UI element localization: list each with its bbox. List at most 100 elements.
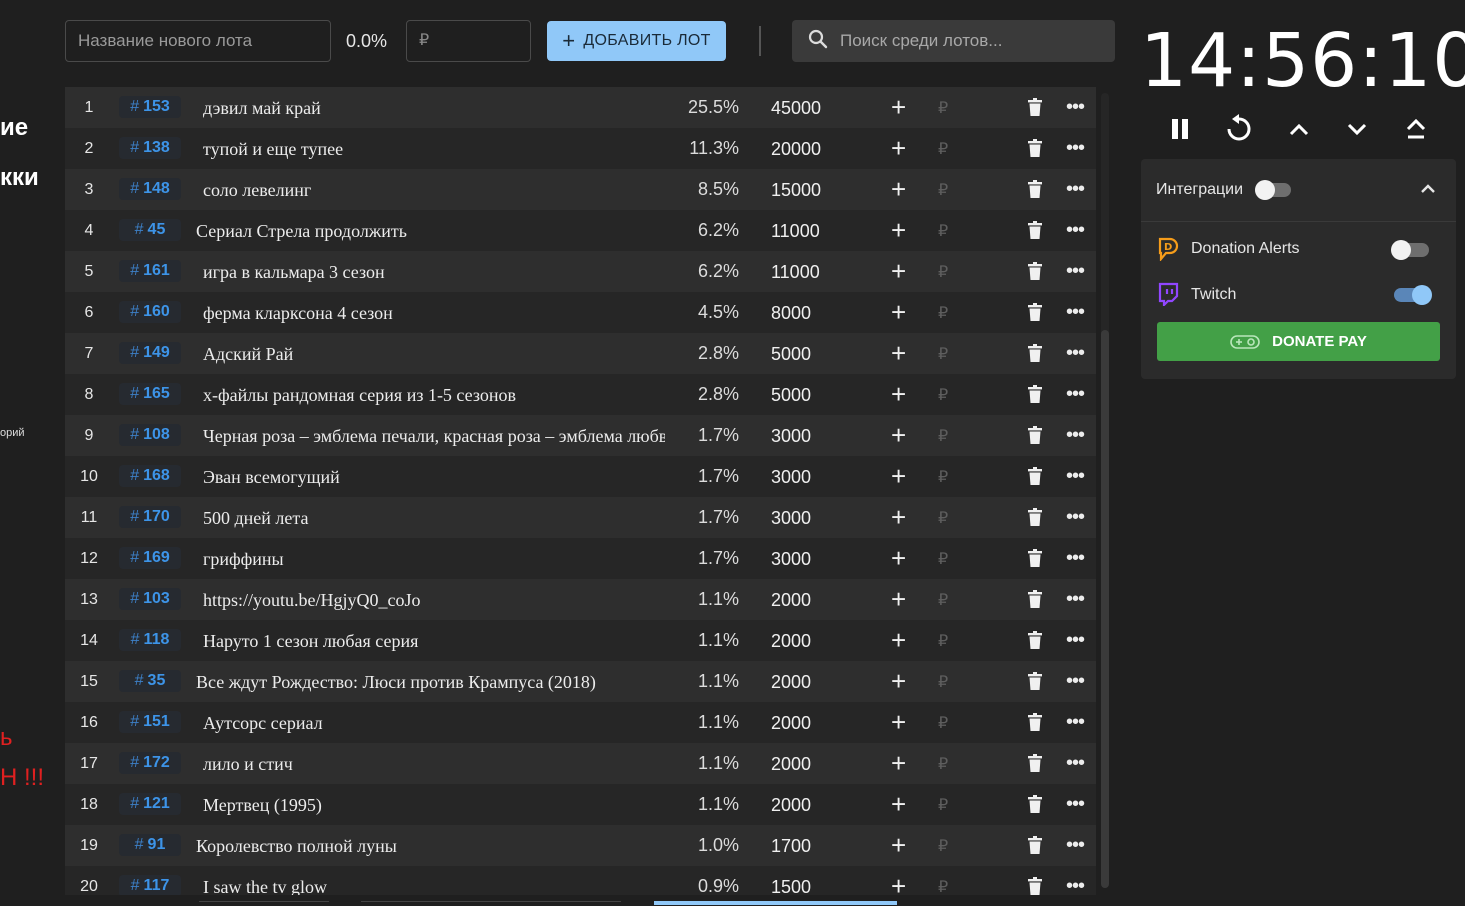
lot-name[interactable]: лило и стич (203, 754, 293, 774)
lot-id-badge[interactable]: #121 (119, 793, 181, 815)
amount-add-input[interactable]: ₽ (938, 100, 949, 117)
lot-amount[interactable]: 3000 (771, 426, 812, 446)
lot-amount[interactable]: 2000 (771, 672, 812, 692)
more-options-icon[interactable]: ••• (1066, 342, 1085, 364)
amount-add-input[interactable]: ₽ (938, 264, 949, 281)
more-options-icon[interactable]: ••• (1066, 96, 1085, 118)
more-options-icon[interactable]: ••• (1066, 465, 1085, 487)
add-amount-button[interactable]: + (891, 789, 907, 819)
lot-id-badge[interactable]: #169 (119, 547, 181, 569)
lot-id-badge[interactable]: #35 (119, 670, 181, 692)
lot-name[interactable]: соло левелинг (203, 180, 312, 200)
lot-name[interactable]: I saw the tv glow (203, 877, 327, 895)
add-amount-button[interactable]: + (891, 133, 907, 163)
trash-icon[interactable] (1028, 303, 1042, 326)
add-amount-button[interactable]: + (891, 584, 907, 614)
add-amount-button[interactable]: + (891, 707, 907, 737)
more-options-icon[interactable]: ••• (1066, 547, 1085, 569)
lot-name[interactable]: игра в кальмара 3 сезон (203, 262, 385, 282)
trash-icon[interactable] (1028, 508, 1042, 531)
lot-id-badge[interactable]: #170 (119, 506, 181, 528)
lot-name[interactable]: х-файлы рандомная серия из 1-5 сезонов (203, 385, 516, 405)
more-options-icon[interactable]: ••• (1066, 219, 1085, 241)
collapse-chevron-icon[interactable] (1420, 183, 1436, 195)
twitch-toggle[interactable] (1394, 285, 1432, 305)
lot-id-badge[interactable]: #168 (119, 465, 181, 487)
more-options-icon[interactable]: ••• (1066, 875, 1085, 895)
lot-name[interactable]: Аутсорс сериал (203, 713, 323, 733)
amount-add-input[interactable]: ₽ (938, 182, 949, 199)
trash-icon[interactable] (1028, 98, 1042, 121)
lot-id-badge[interactable]: #148 (119, 178, 181, 200)
lot-amount[interactable]: 45000 (771, 98, 822, 118)
more-options-icon[interactable]: ••• (1066, 383, 1085, 405)
lot-amount[interactable]: 5000 (771, 385, 812, 405)
lot-name[interactable]: Эван всемогущий (203, 467, 340, 487)
trash-icon[interactable] (1028, 426, 1042, 449)
trash-icon[interactable] (1028, 836, 1042, 859)
lot-amount[interactable]: 3000 (771, 508, 812, 528)
lot-id-badge[interactable]: #151 (119, 711, 181, 733)
lot-name[interactable]: Мертвец (1995) (203, 795, 322, 815)
lot-id-badge[interactable]: #117 (119, 875, 181, 895)
add-lot-button[interactable]: + ДОБАВИТЬ ЛОТ (547, 21, 726, 61)
lot-amount[interactable]: 1500 (771, 877, 812, 895)
timer-down-button[interactable] (1341, 113, 1373, 145)
lot-amount[interactable]: 2000 (771, 754, 812, 774)
lot-name[interactable]: дэвил май край (203, 98, 321, 118)
lot-amount[interactable]: 11000 (771, 221, 820, 241)
lot-id-badge[interactable]: #118 (119, 629, 181, 651)
trash-icon[interactable] (1028, 467, 1042, 490)
lot-name[interactable]: Сериал Стрела продолжить (196, 221, 407, 241)
add-amount-button[interactable]: + (891, 92, 907, 122)
lot-id-badge[interactable]: #45 (119, 219, 181, 241)
amount-add-input[interactable]: ₽ (938, 346, 949, 363)
amount-add-input[interactable]: ₽ (938, 838, 949, 855)
trash-icon[interactable] (1028, 344, 1042, 367)
reset-button[interactable] (1223, 113, 1255, 145)
amount-add-input[interactable]: ₽ (938, 469, 949, 486)
add-amount-button[interactable]: + (891, 215, 907, 245)
amount-add-input[interactable]: ₽ (938, 223, 949, 240)
add-amount-button[interactable]: + (891, 256, 907, 286)
lot-amount[interactable]: 11000 (771, 262, 820, 282)
lot-name[interactable]: 500 дней лета (203, 508, 309, 528)
lot-id-badge[interactable]: #103 (119, 588, 181, 610)
more-options-icon[interactable]: ••• (1066, 424, 1085, 446)
lot-name[interactable]: https://youtu.be/HgjyQ0_coJo (203, 590, 421, 610)
more-options-icon[interactable]: ••• (1066, 137, 1085, 159)
add-amount-button[interactable]: + (891, 625, 907, 655)
lot-id-badge[interactable]: #160 (119, 301, 181, 323)
lot-amount[interactable]: 2000 (771, 631, 812, 651)
trash-icon[interactable] (1028, 631, 1042, 654)
integrations-toggle[interactable] (1255, 180, 1291, 200)
donatepay-button[interactable]: DONATE PAY (1157, 322, 1440, 361)
add-amount-button[interactable]: + (891, 174, 907, 204)
trash-icon[interactable] (1028, 262, 1042, 285)
add-amount-button[interactable]: + (891, 830, 907, 860)
trash-icon[interactable] (1028, 180, 1042, 203)
lot-name[interactable]: ферма кларксона 4 сезон (203, 303, 393, 323)
trash-icon[interactable] (1028, 672, 1042, 695)
add-amount-button[interactable]: + (891, 379, 907, 409)
amount-add-input[interactable]: ₽ (938, 797, 949, 814)
amount-add-input[interactable]: ₽ (938, 633, 949, 650)
lot-id-badge[interactable]: #138 (119, 137, 181, 159)
amount-add-input[interactable]: ₽ (938, 674, 949, 691)
add-amount-button[interactable]: + (891, 748, 907, 778)
lot-id-badge[interactable]: #108 (119, 424, 181, 446)
timer-double-up-button[interactable] (1400, 113, 1432, 145)
amount-add-input[interactable]: ₽ (938, 387, 949, 404)
donation-alerts-toggle[interactable] (1391, 240, 1429, 260)
lot-name[interactable]: Королевство полной луны (196, 836, 397, 856)
trash-icon[interactable] (1028, 795, 1042, 818)
lot-amount[interactable]: 5000 (771, 344, 812, 364)
trash-icon[interactable] (1028, 549, 1042, 572)
scrollbar-thumb[interactable] (1101, 330, 1109, 888)
lot-id-badge[interactable]: #149 (119, 342, 181, 364)
lot-id-badge[interactable]: #153 (119, 96, 181, 118)
lot-id-badge[interactable]: #91 (119, 834, 181, 856)
lot-name[interactable]: тупой и еще тупее (203, 139, 344, 159)
trash-icon[interactable] (1028, 754, 1042, 777)
lot-amount[interactable]: 8000 (771, 303, 812, 323)
